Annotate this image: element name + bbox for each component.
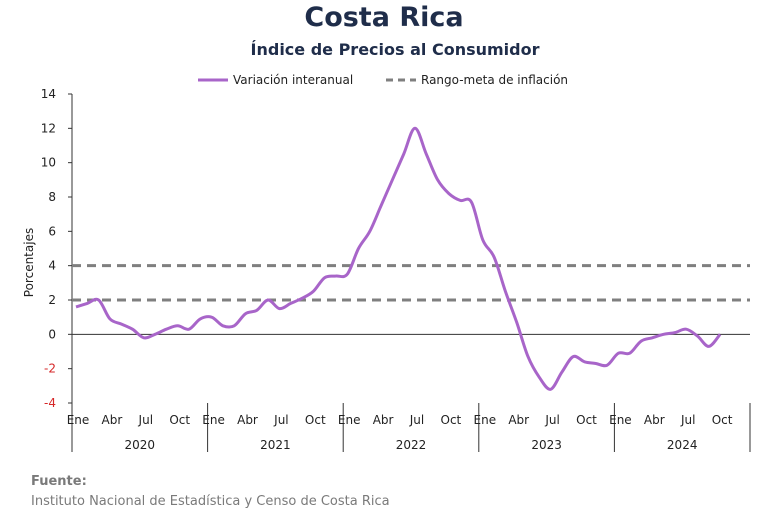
- x-year-label: 2020: [125, 438, 156, 452]
- legend-label-variacion: Variación interanual: [233, 73, 353, 87]
- x-month-label: Oct: [712, 413, 733, 427]
- x-year-label: 2021: [260, 438, 291, 452]
- x-month-label: Abr: [373, 413, 394, 427]
- x-month-label: Ene: [474, 413, 497, 427]
- y-axis-label: Porcentajes: [22, 228, 36, 297]
- y-tick-label: 6: [48, 224, 56, 238]
- x-month-label: Abr: [644, 413, 665, 427]
- x-month-label: Ene: [67, 413, 90, 427]
- x-year-label: 2024: [667, 438, 698, 452]
- series-line-variacion-interanual: [75, 126, 722, 391]
- y-tick-label: 14: [41, 87, 56, 101]
- x-month-label: Oct: [576, 413, 597, 427]
- y-tick-label: 4: [48, 259, 56, 273]
- x-month-label: Ene: [338, 413, 361, 427]
- x-month-label: Oct: [169, 413, 190, 427]
- x-month-label: Jul: [409, 413, 424, 427]
- x-month-label: Abr: [508, 413, 529, 427]
- y-tick-label: 2: [48, 293, 56, 307]
- x-month-label: Ene: [202, 413, 225, 427]
- chart-subtitle: Índice de Precios al Consumidor: [250, 40, 540, 59]
- y-tick-label: 10: [41, 156, 56, 170]
- y-tick-label: -4: [44, 396, 56, 410]
- legend-label-rango: Rango-meta de inflación: [421, 73, 568, 87]
- x-month-label: Ene: [609, 413, 632, 427]
- source-label: Fuente:: [31, 474, 87, 489]
- x-year-label: 2022: [396, 438, 427, 452]
- source-text: Instituto Nacional de Estadística y Cens…: [31, 494, 390, 509]
- x-month-label: Jul: [680, 413, 695, 427]
- x-month-label: Abr: [237, 413, 258, 427]
- x-month-label: Oct: [305, 413, 326, 427]
- x-year-label: 2023: [531, 438, 562, 452]
- y-tick-label: 0: [48, 327, 56, 341]
- y-tick-label: 12: [41, 121, 56, 135]
- x-month-label: Jul: [544, 413, 559, 427]
- y-tick-label: -2: [44, 362, 56, 376]
- chart-title: Costa Rica: [304, 2, 464, 33]
- x-month-label: Jul: [273, 413, 288, 427]
- x-month-label: Oct: [441, 413, 462, 427]
- y-tick-label: 8: [48, 190, 56, 204]
- x-month-label: Abr: [102, 413, 123, 427]
- x-month-label: Jul: [138, 413, 153, 427]
